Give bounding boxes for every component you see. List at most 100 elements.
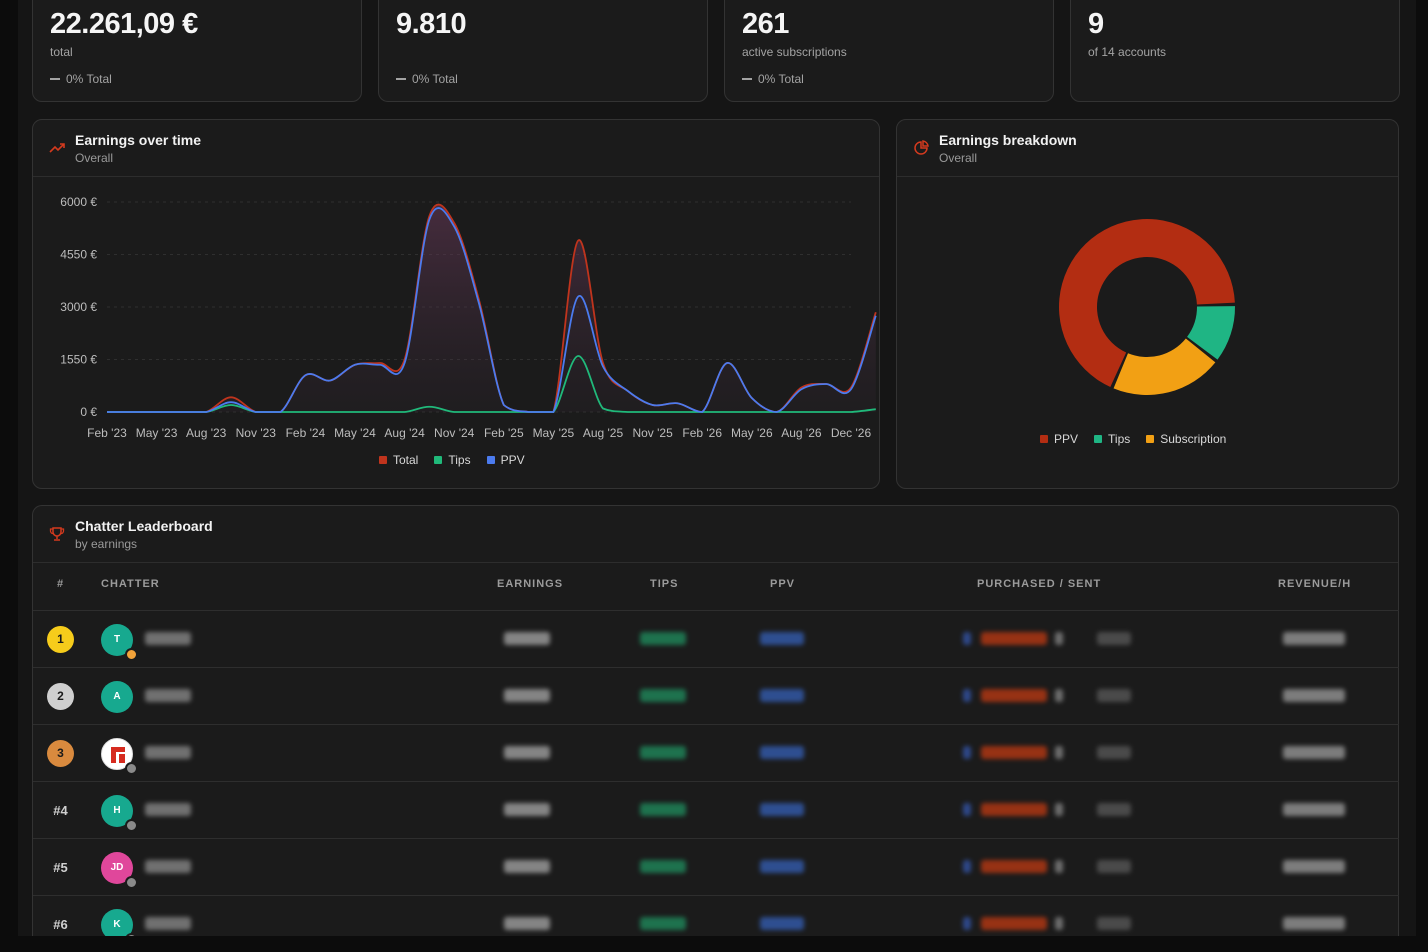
stat-delta: 0% Total bbox=[50, 72, 112, 86]
avatar[interactable]: K bbox=[101, 909, 133, 936]
x-tick-label: Dec '26 bbox=[831, 426, 872, 440]
stat-card-total-earnings: 22.261,09 € total 0% Total bbox=[32, 0, 362, 102]
status-dot bbox=[125, 876, 138, 889]
column-header-chatter[interactable]: CHATTER bbox=[101, 578, 160, 590]
y-tick-label: 1550 € bbox=[60, 353, 97, 367]
purchased-bar-redacted bbox=[981, 860, 1047, 873]
status-dot bbox=[125, 762, 138, 775]
purchased-count-redacted bbox=[1055, 860, 1063, 873]
x-tick-label: May '25 bbox=[533, 426, 575, 440]
revenue-per-hour-redacted bbox=[1283, 917, 1345, 930]
ppv-redacted bbox=[760, 803, 804, 816]
revenue-per-hour-redacted bbox=[1283, 746, 1345, 759]
purchased-indicator-redacted bbox=[963, 689, 971, 702]
y-tick-label: 4550 € bbox=[60, 248, 97, 262]
legend-swatch bbox=[486, 456, 495, 464]
x-tick-label: May '23 bbox=[136, 426, 178, 440]
purchased-bar-redacted bbox=[981, 803, 1047, 816]
earnings-redacted bbox=[504, 689, 550, 702]
purchased-count-redacted bbox=[1055, 803, 1063, 816]
table-row[interactable]: #6 K bbox=[33, 895, 1399, 936]
x-tick-label: Feb '26 bbox=[682, 426, 722, 440]
x-tick-label: Nov '25 bbox=[632, 426, 673, 440]
table-row[interactable]: 3 bbox=[33, 724, 1399, 782]
rank-badge: #6 bbox=[53, 917, 68, 932]
column-header-ppv[interactable]: PPV bbox=[770, 578, 796, 590]
avatar[interactable]: JD bbox=[101, 852, 133, 884]
card-title: Chatter Leaderboard bbox=[75, 518, 213, 534]
card-header: Earnings breakdown Overall bbox=[897, 120, 1398, 177]
sent-count-redacted bbox=[1097, 917, 1131, 930]
purchased-indicator-redacted bbox=[963, 860, 971, 873]
legend-item-total[interactable]: Total bbox=[379, 453, 418, 467]
dash-icon bbox=[742, 78, 752, 80]
column-header-rank[interactable]: # bbox=[57, 578, 65, 590]
sent-count-redacted bbox=[1097, 860, 1131, 873]
column-header-tips[interactable]: TIPS bbox=[650, 578, 679, 590]
sent-count-redacted bbox=[1097, 746, 1131, 759]
ppv-redacted bbox=[760, 689, 804, 702]
revenue-per-hour-redacted bbox=[1283, 689, 1345, 702]
earnings-line-chart[interactable]: 6000 € 4550 € 3000 € 1550 € 0 € Feb '23 May '2… bbox=[33, 177, 879, 489]
earnings-redacted bbox=[504, 803, 550, 816]
purchased-count-redacted bbox=[1055, 917, 1063, 930]
donut-legend: PPV Tips Subscription bbox=[1040, 432, 1226, 446]
stat-card-accounts: 9 of 14 accounts bbox=[1070, 0, 1400, 102]
stat-card-count: 9.810 0% Total bbox=[378, 0, 708, 102]
x-tick-label: Feb '24 bbox=[286, 426, 326, 440]
revenue-per-hour-redacted bbox=[1283, 632, 1345, 645]
ppv-redacted bbox=[760, 746, 804, 759]
purchased-bar-redacted bbox=[981, 689, 1047, 702]
earnings-over-time-card: Earnings over time Overall 6000 € 4550 € 3… bbox=[32, 119, 880, 489]
tips-redacted bbox=[640, 803, 686, 816]
breakdown-donut-chart[interactable] bbox=[897, 177, 1398, 427]
tips-redacted bbox=[640, 860, 686, 873]
legend-item-tips[interactable]: Tips bbox=[1094, 432, 1130, 446]
rank-badge: #4 bbox=[53, 803, 68, 818]
stat-value: 9 bbox=[1088, 8, 1104, 40]
legend-item-tips[interactable]: Tips bbox=[434, 453, 471, 467]
avatar[interactable]: A bbox=[101, 681, 133, 713]
table-row[interactable]: #5 JD bbox=[33, 838, 1399, 896]
tips-redacted bbox=[640, 917, 686, 930]
x-tick-label: Aug '26 bbox=[781, 426, 822, 440]
purchased-bar-redacted bbox=[981, 917, 1047, 930]
x-tick-label: Feb '23 bbox=[87, 426, 127, 440]
earnings-redacted bbox=[504, 746, 550, 759]
purchased-count-redacted bbox=[1055, 746, 1063, 759]
legend-item-ppv[interactable]: PPV bbox=[486, 453, 525, 467]
area-fill-total bbox=[107, 204, 876, 412]
legend-swatch bbox=[1094, 435, 1103, 443]
card-subtitle: Overall bbox=[939, 151, 978, 165]
stat-label: total bbox=[50, 45, 73, 59]
column-header-purchased-sent[interactable]: PURCHASED / SENT bbox=[977, 578, 1102, 590]
x-tick-label: Nov '24 bbox=[434, 426, 475, 440]
series-line-ppv bbox=[107, 207, 877, 413]
stat-card-subscriptions: 261 active subscriptions 0% Total bbox=[724, 0, 1054, 102]
dashboard-frame: 22.261,09 € total 0% Total 9.810 0% Tota… bbox=[18, 0, 1416, 936]
purchased-count-redacted bbox=[1055, 689, 1063, 702]
legend-item-ppv[interactable]: PPV bbox=[1040, 432, 1078, 446]
column-header-earnings[interactable]: EARNINGS bbox=[497, 578, 564, 590]
x-tick-label: Aug '24 bbox=[384, 426, 425, 440]
legend-swatch bbox=[434, 456, 443, 464]
donut-slice-tips bbox=[1187, 306, 1235, 360]
x-tick-label: Aug '25 bbox=[583, 426, 624, 440]
chatter-name-redacted bbox=[145, 860, 191, 873]
series-line-tips bbox=[107, 355, 876, 413]
column-header-revenue-per-hour[interactable]: REVENUE/H bbox=[1278, 578, 1352, 590]
x-tick-label: Aug '23 bbox=[186, 426, 227, 440]
avatar[interactable]: H bbox=[101, 795, 133, 827]
earnings-redacted bbox=[504, 917, 550, 930]
pie-chart-icon bbox=[914, 140, 929, 155]
y-tick-label: 3000 € bbox=[60, 300, 97, 314]
sent-count-redacted bbox=[1097, 689, 1131, 702]
ppv-redacted bbox=[760, 917, 804, 930]
chatter-name-redacted bbox=[145, 632, 191, 645]
table-row[interactable]: #4 H bbox=[33, 781, 1399, 839]
rank-badge: 3 bbox=[47, 740, 74, 767]
card-header: Chatter Leaderboard by earnings bbox=[33, 506, 1398, 563]
legend-item-subscription[interactable]: Subscription bbox=[1146, 432, 1226, 446]
